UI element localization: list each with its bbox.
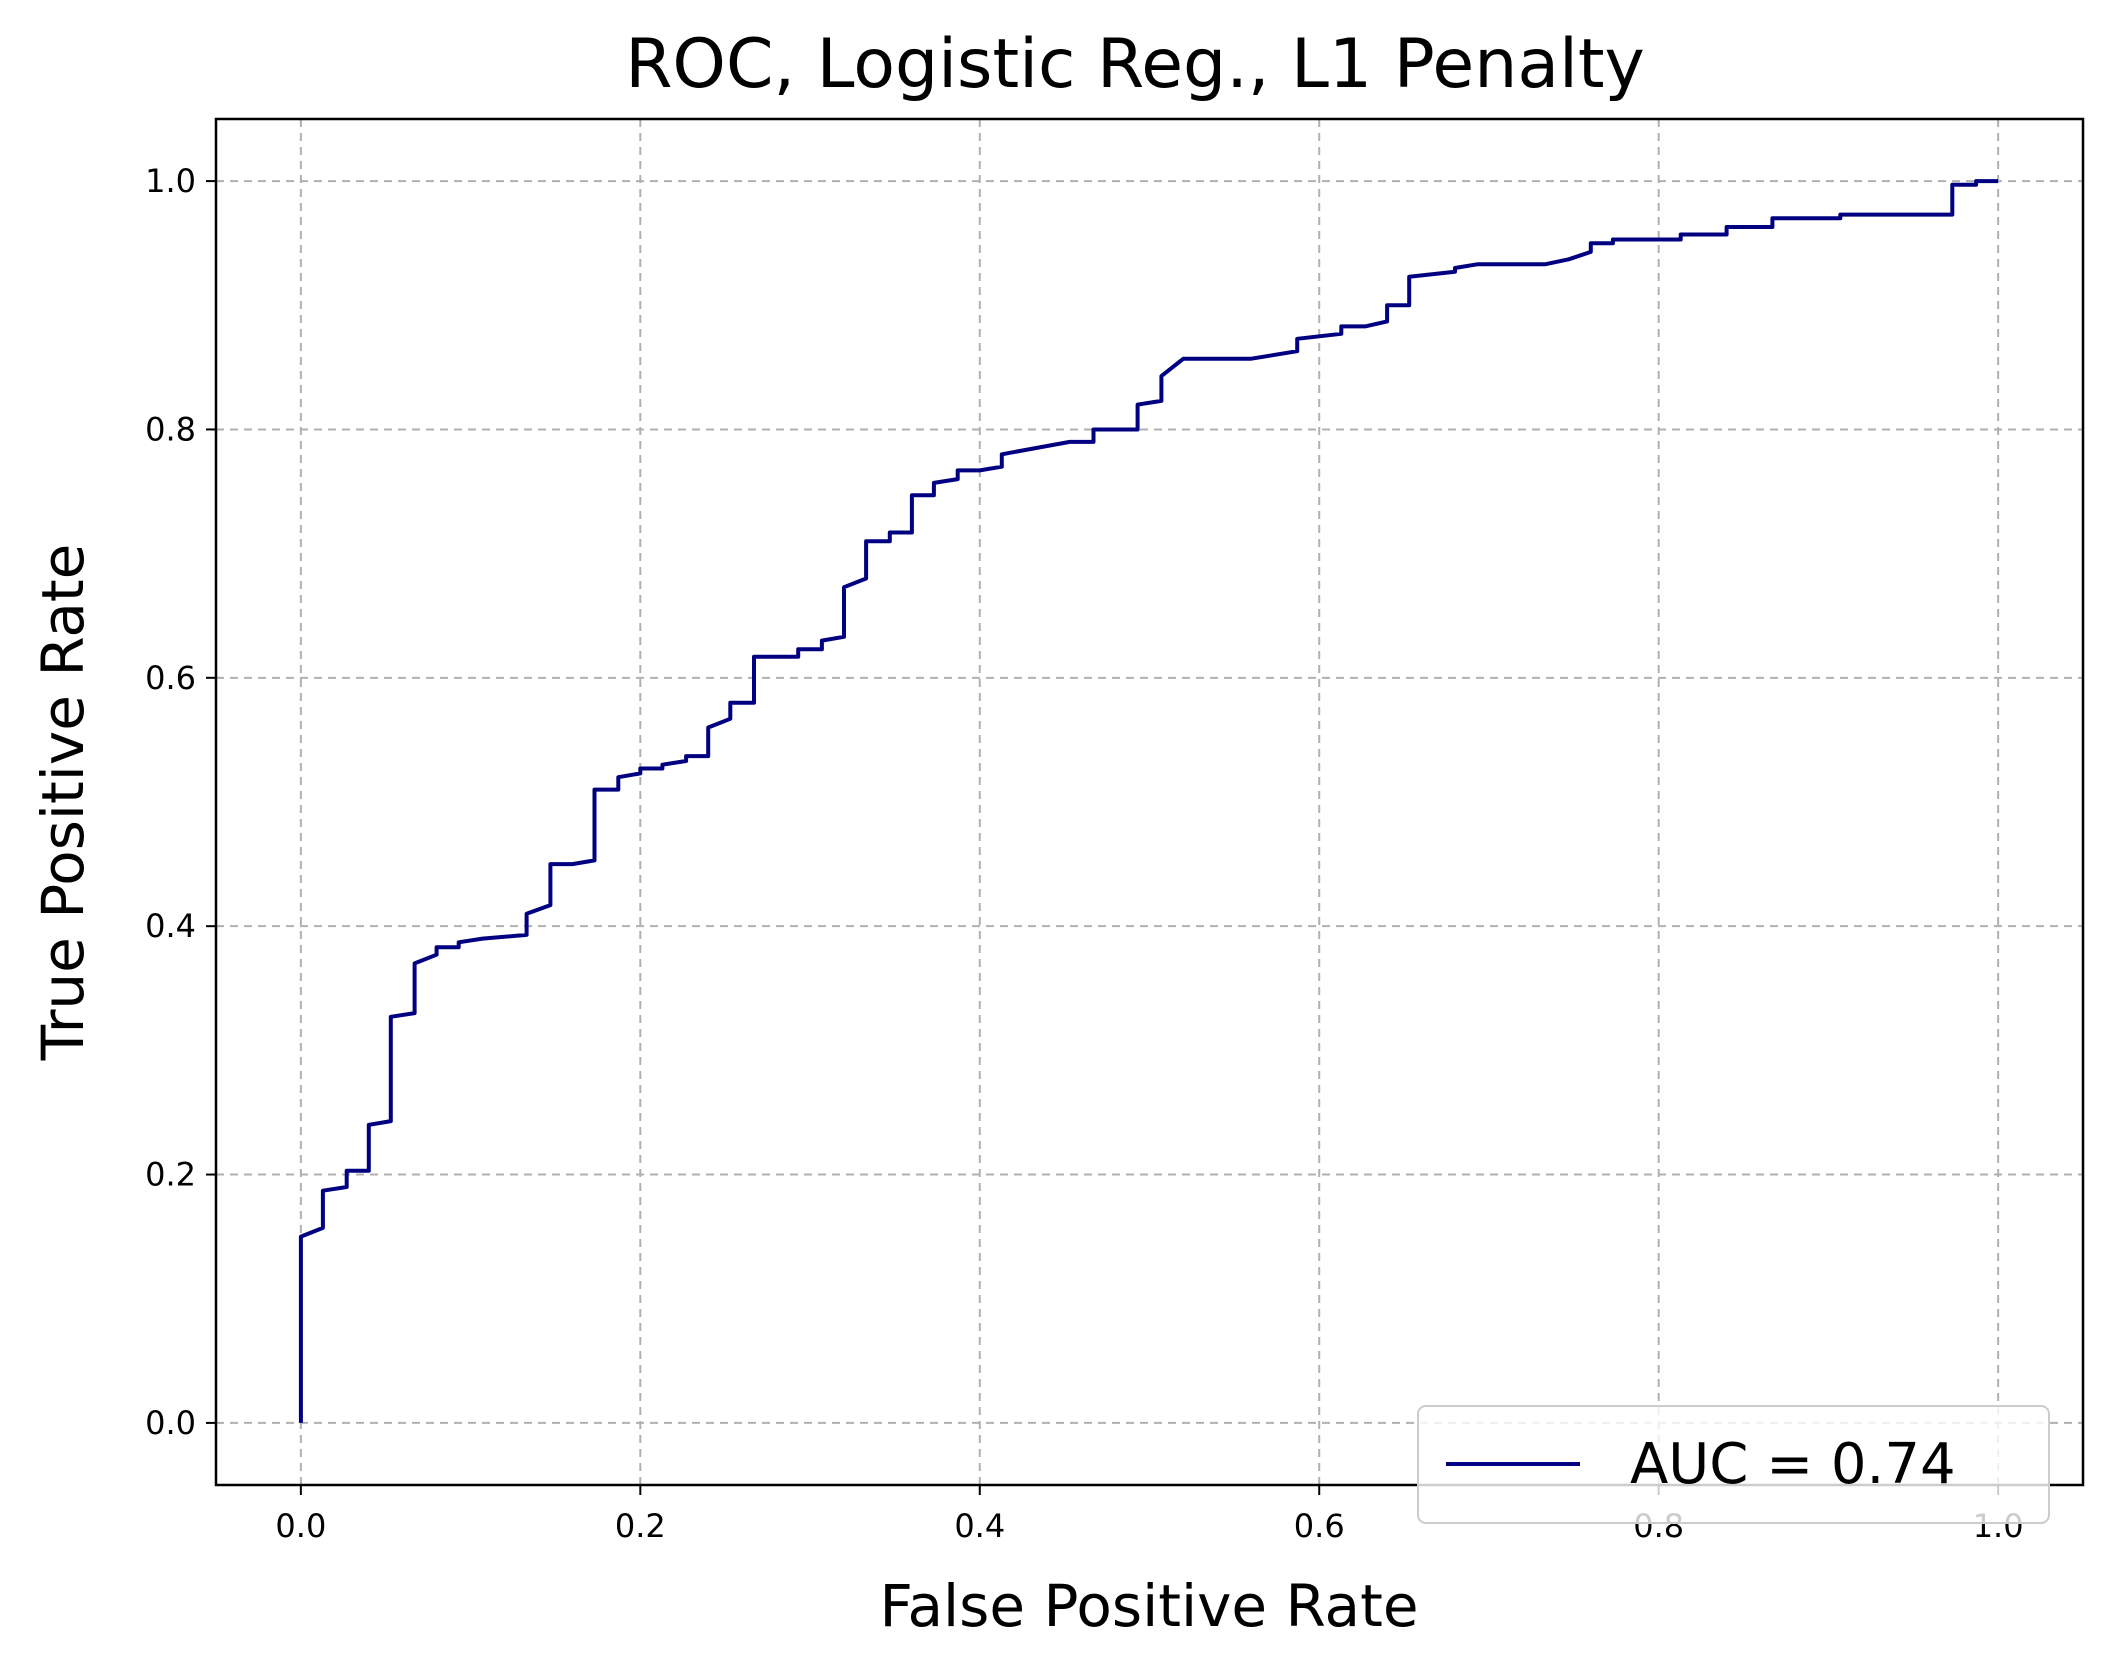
chart-title: ROC, Logistic Reg., L1 Penalty <box>625 25 1645 104</box>
plot-frame <box>214 117 2085 1487</box>
roc-curve-line <box>298 179 1999 1423</box>
y-tick-label: 0.8 <box>145 410 196 448</box>
y-tick-label: 0.6 <box>145 659 196 697</box>
y-tick-label: 1.0 <box>145 162 196 200</box>
y-tick-label: 0.4 <box>145 907 196 945</box>
legend-box <box>1417 1405 2050 1524</box>
y-tick-label: 0.0 <box>145 1404 196 1442</box>
x-tick-label: 0.2 <box>615 1507 666 1545</box>
x-tick-label: 0.0 <box>275 1507 326 1545</box>
x-tick-label: 0.4 <box>954 1507 1005 1545</box>
axis-ticks: 0.0 0.2 0.4 0.6 0.8 1.00.00.20.40.60.81.0 <box>145 162 2023 1545</box>
grid <box>216 119 2083 1485</box>
y-axis-label: True Positive Rate <box>29 544 97 1062</box>
legend: AUC = 0.74 <box>1417 1405 2050 1524</box>
legend-label: AUC = 0.74 <box>1630 1432 1956 1497</box>
x-axis-label: False Positive Rate <box>879 1572 1418 1640</box>
x-tick-label: 0.6 <box>1294 1507 1345 1545</box>
y-tick-label: 0.2 <box>145 1156 196 1194</box>
plot-area <box>298 179 1999 1423</box>
